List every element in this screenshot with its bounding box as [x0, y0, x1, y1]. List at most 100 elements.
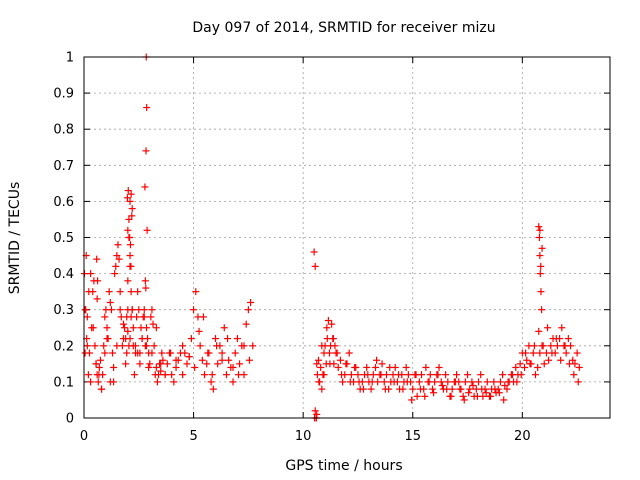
data-point — [146, 360, 154, 368]
data-point — [179, 342, 187, 350]
data-point — [545, 356, 553, 364]
data-point — [92, 360, 100, 368]
data-point — [127, 262, 135, 270]
data-point — [249, 342, 257, 350]
data-point — [473, 392, 481, 400]
data-point — [535, 327, 543, 335]
data-point — [368, 378, 376, 386]
data-point — [87, 270, 95, 278]
data-point — [111, 270, 119, 278]
data-point — [415, 378, 423, 386]
data-points — [80, 53, 583, 422]
data-point — [569, 356, 577, 364]
data-point — [170, 378, 178, 386]
data-point — [318, 342, 326, 350]
chart-title: Day 097 of 2014, SRMTID for receiver miz… — [192, 20, 495, 36]
data-point — [147, 313, 155, 321]
data-point — [443, 385, 451, 393]
data-point — [466, 385, 474, 393]
data-point — [317, 363, 325, 371]
data-point — [390, 378, 398, 386]
data-point — [409, 385, 417, 393]
data-point — [143, 226, 151, 234]
data-point — [107, 306, 115, 314]
data-point — [161, 371, 169, 379]
data-point — [503, 385, 511, 393]
data-point — [373, 356, 381, 364]
data-point — [198, 356, 206, 364]
data-point — [113, 342, 121, 350]
data-point — [323, 324, 331, 332]
data-point — [127, 190, 135, 198]
data-point — [425, 378, 433, 386]
data-point — [534, 363, 542, 371]
data-point — [100, 342, 108, 350]
data-point — [342, 360, 350, 368]
data-point — [428, 385, 436, 393]
data-point — [149, 320, 157, 328]
data-point — [143, 104, 151, 112]
data-point — [504, 378, 512, 386]
data-point — [490, 378, 498, 386]
data-point — [142, 342, 150, 350]
data-point — [570, 371, 578, 379]
data-point — [95, 371, 103, 379]
data-point — [152, 324, 160, 332]
data-point — [222, 371, 230, 379]
data-point — [95, 363, 103, 371]
data-point — [242, 320, 250, 328]
data-point — [561, 342, 569, 350]
data-point — [108, 349, 116, 357]
plot-frame — [83, 56, 611, 419]
data-point — [318, 385, 326, 393]
data-point — [84, 371, 92, 379]
data-point — [148, 349, 156, 357]
data-point — [381, 385, 389, 393]
data-point — [218, 356, 226, 364]
data-point — [110, 363, 118, 371]
data-point — [134, 288, 142, 296]
data-point — [536, 270, 544, 278]
data-point — [245, 356, 253, 364]
data-point — [138, 335, 146, 343]
data-point — [464, 371, 472, 379]
data-point — [129, 324, 137, 332]
data-point — [124, 277, 132, 285]
data-point — [214, 360, 222, 368]
data-point — [333, 349, 341, 357]
data-point — [153, 378, 161, 386]
data-point — [403, 378, 411, 386]
data-point — [540, 360, 548, 368]
data-point — [103, 324, 111, 332]
data-point — [101, 313, 109, 321]
data-point — [172, 363, 180, 371]
data-point — [328, 320, 336, 328]
data-point — [126, 197, 134, 205]
x-tick-label: 0 — [80, 429, 88, 444]
data-point — [213, 342, 221, 350]
data-point — [123, 349, 131, 357]
data-point — [331, 342, 339, 350]
data-point — [444, 378, 452, 386]
data-point — [128, 212, 136, 220]
data-point — [201, 371, 209, 379]
data-point — [380, 378, 388, 386]
data-point — [516, 360, 524, 368]
data-point — [338, 371, 346, 379]
data-point — [103, 335, 111, 343]
data-point — [91, 342, 99, 350]
data-point — [218, 349, 226, 357]
data-point — [159, 356, 167, 364]
data-point — [93, 255, 101, 263]
data-point — [538, 306, 546, 314]
data-point — [192, 288, 200, 296]
data-point — [123, 313, 131, 321]
data-point — [179, 371, 187, 379]
data-point — [557, 356, 565, 364]
data-point — [354, 371, 362, 379]
data-point — [190, 306, 198, 314]
data-point — [339, 378, 347, 386]
data-point — [140, 306, 148, 314]
x-tick-label: 5 — [189, 429, 197, 444]
